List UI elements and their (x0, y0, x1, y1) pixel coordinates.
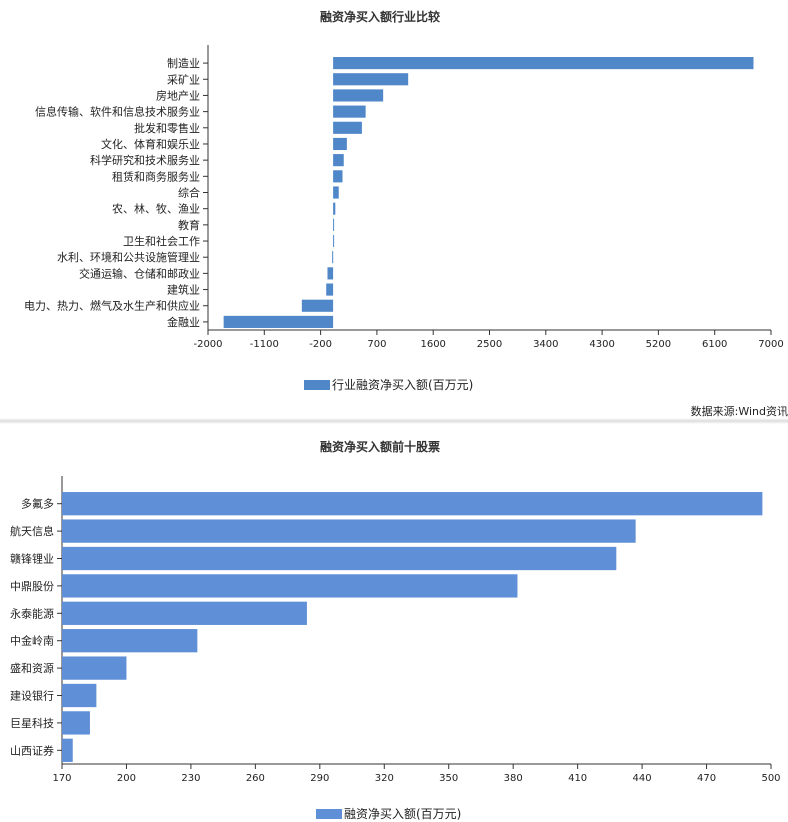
industry-chart-legend: 行业融资净买入额(百万元) (304, 376, 473, 393)
x-tick-label: 1600 (420, 339, 445, 350)
bar (62, 492, 763, 516)
bar (62, 656, 127, 680)
bar (62, 601, 307, 625)
category-label: 金融业 (167, 315, 200, 329)
category-label: 中鼎股份 (10, 580, 54, 593)
category-label: 山西证券 (10, 743, 54, 757)
bar (333, 73, 409, 86)
bar (333, 202, 336, 215)
bar (62, 711, 90, 735)
legend-swatch (304, 379, 330, 390)
bar (62, 629, 198, 653)
x-tick-label: 290 (310, 773, 329, 784)
category-label: 水利、环境和公共设施管理业 (57, 250, 200, 264)
industry-chart-panel: 融资净买入额行业比较 -2000 -1100 -200 700 1600 2500 3400… (24, 10, 788, 418)
bar (327, 267, 334, 280)
x-tick-label: 7000 (758, 339, 783, 350)
x-tick-label: 440 (633, 773, 652, 784)
panel-divider (0, 418, 788, 424)
category-label: 文化、体育和娱乐业 (101, 137, 200, 151)
bar (62, 738, 73, 762)
category-label: 盛和资源 (10, 661, 54, 675)
x-tick-label: 3400 (533, 339, 558, 350)
bar (333, 57, 754, 70)
x-tick-label: 170 (52, 773, 71, 784)
category-label: 综合 (178, 186, 200, 200)
bar (301, 299, 334, 312)
category-label: 农、林、牧、渔业 (112, 202, 200, 216)
bar (333, 89, 384, 102)
category-label: 巨星科技 (10, 716, 54, 730)
bar (333, 170, 343, 183)
bar (62, 519, 636, 543)
bar (62, 683, 97, 708)
x-tick-label: 320 (375, 773, 394, 784)
bar (223, 315, 334, 328)
bar (333, 105, 366, 118)
category-label: 多氟多 (21, 497, 54, 511)
legend-swatch (316, 808, 342, 819)
x-tick-label: 2500 (477, 339, 502, 350)
category-label: 电力、热力、燃气及水生产和供应业 (24, 299, 200, 313)
category-label: 制造业 (167, 56, 200, 70)
category-label: 航天信息 (10, 524, 54, 538)
category-label: 信息传输、软件和信息技术服务业 (35, 105, 200, 119)
x-tick-label: -200 (309, 339, 332, 350)
top-stocks-chart-svg: 170 200 230 260 290 320 350 380 410 440 470 500 多氟多航… (10, 476, 781, 784)
x-tick-label: 4300 (589, 339, 614, 350)
category-label: 批发和零售业 (134, 121, 200, 135)
x-tick-label: 410 (568, 773, 587, 784)
x-tick-label: 380 (504, 773, 523, 784)
top-stocks-chart-panel: 融资净买入额前十股票 170 200 230 260 290 320 350 380 410 44… (0, 424, 788, 822)
category-label: 建筑业 (167, 283, 200, 297)
category-label: 采矿业 (167, 73, 200, 86)
top-stocks-chart-title: 融资净买入额前十股票 (319, 440, 440, 454)
category-label: 科学研究和技术服务业 (90, 153, 200, 167)
category-label: 永泰能源 (10, 606, 54, 620)
bar (333, 121, 362, 134)
x-tick-label: 700 (367, 339, 386, 350)
legend-label: 融资净买入额(百万元) (344, 807, 462, 821)
x-tick-label: 350 (439, 773, 458, 784)
x-tick-label: 6100 (702, 339, 727, 350)
industry-chart-title: 融资净买入额行业比较 (319, 10, 440, 24)
x-tick-label: 470 (697, 773, 716, 784)
industry-chart-svg: -2000 -1100 -200 700 1600 2500 3400 4300 5200 610… (24, 45, 784, 350)
bar (62, 546, 617, 571)
category-label: 教育 (178, 218, 200, 232)
bar (333, 137, 347, 151)
legend-label: 行业融资净买入额(百万元) (332, 378, 474, 392)
x-tick-label: 230 (181, 773, 200, 784)
category-label: 卫生和社会工作 (123, 234, 200, 248)
category-label: 赣锋锂业 (10, 552, 54, 566)
bar (332, 251, 334, 264)
category-label: 中金岭南 (10, 634, 54, 648)
category-label: 交通运输、仓储和邮政业 (79, 266, 200, 280)
category-label: 租赁和商务服务业 (112, 169, 200, 183)
category-label: 建设银行 (10, 689, 54, 703)
x-tick-label: 200 (117, 773, 136, 784)
x-tick-label: 5200 (646, 339, 671, 350)
x-tick-label: 500 (761, 773, 780, 784)
bar (333, 154, 344, 167)
bar (62, 574, 518, 598)
x-tick-label: -2000 (193, 339, 222, 350)
data-source-note: 数据来源:Wind资讯 (690, 405, 788, 418)
category-label: 房地产业 (156, 88, 200, 102)
bar (326, 283, 334, 296)
bar (333, 186, 339, 199)
top-stocks-chart-legend: 融资净买入额(百万元) (316, 805, 461, 822)
x-tick-label: -1100 (250, 339, 279, 350)
bar (333, 234, 335, 248)
bar (333, 218, 335, 231)
x-tick-label: 260 (246, 773, 265, 784)
